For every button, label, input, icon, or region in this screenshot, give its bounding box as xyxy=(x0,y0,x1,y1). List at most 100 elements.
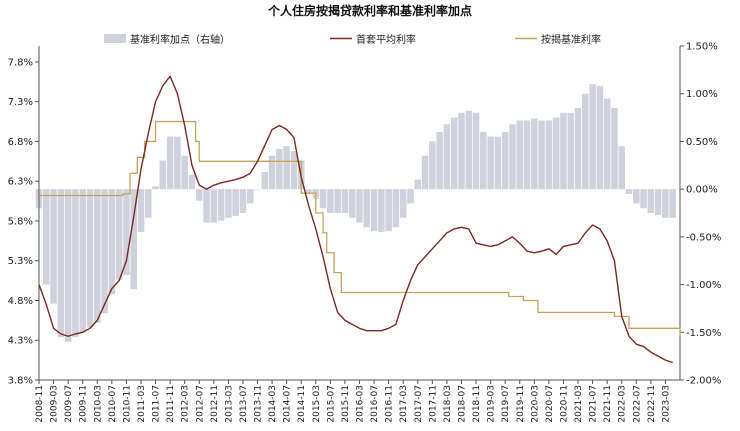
spread-bar-67 xyxy=(523,120,531,190)
spread-bar-2 xyxy=(50,189,57,304)
x-tick-label-26: 2017-07 xyxy=(414,385,424,423)
spread-bar-41 xyxy=(334,189,341,213)
x-tick-label-21: 2015-11 xyxy=(341,385,351,423)
x-tick-label-11: 2012-07 xyxy=(195,385,205,423)
legend-label-0: 基准利率加点（右轴） xyxy=(130,33,230,46)
chart-title: 个人住房按揭贷款利率和基准利率加点 xyxy=(267,4,472,18)
x-tick-label-15: 2013-11 xyxy=(254,385,264,423)
spread-bar-40 xyxy=(327,189,334,213)
right-tick-label-2: -1.00% xyxy=(686,280,721,291)
spread-bar-27 xyxy=(232,189,239,216)
x-tick-label-36: 2020-11 xyxy=(559,385,569,423)
spread-bar-77 xyxy=(596,86,604,190)
left-tick-label-1: 4.3% xyxy=(8,336,33,347)
x-tick-label-3: 2009-11 xyxy=(79,385,89,423)
spread-bar-5 xyxy=(72,189,79,338)
x-tick-label-32: 2019-07 xyxy=(501,385,511,423)
x-tick-label-27: 2017-11 xyxy=(428,385,438,423)
spread-bar-14 xyxy=(137,189,145,233)
spread-bar-87 xyxy=(669,189,676,218)
legend-label-2: 按揭基准利率 xyxy=(541,33,601,46)
spread-bar-50 xyxy=(399,189,407,218)
spread-bar-1 xyxy=(43,189,50,285)
spread-bar-63 xyxy=(494,136,502,190)
spread-bar-30 xyxy=(254,189,261,190)
x-tick-label-10: 2012-03 xyxy=(181,385,191,423)
left-tick-label-4: 5.8% xyxy=(8,216,33,227)
right-tick-label-5: 0.50% xyxy=(686,137,718,148)
spread-bar-42 xyxy=(341,189,349,213)
spread-bar-24 xyxy=(210,189,218,223)
spread-bar-70 xyxy=(545,120,553,190)
spread-bar-49 xyxy=(392,189,400,228)
spread-bar-11 xyxy=(115,189,123,280)
spread-bar-75 xyxy=(582,93,589,190)
spread-bar-12 xyxy=(123,189,130,276)
spread-bar-44 xyxy=(356,189,363,223)
x-tick-label-6: 2010-11 xyxy=(122,385,132,423)
x-tick-label-25: 2017-03 xyxy=(399,385,409,423)
spread-bar-31 xyxy=(261,171,269,190)
spread-bar-39 xyxy=(319,189,327,209)
right-tick-label-7: 1.50% xyxy=(686,42,718,53)
x-tick-label-39: 2021-11 xyxy=(603,385,613,423)
x-tick-label-7: 2011-03 xyxy=(137,385,147,423)
spread-bar-20 xyxy=(181,155,188,190)
spread-bar-60 xyxy=(472,112,480,190)
left-tick-label-0: 3.8% xyxy=(8,376,33,387)
x-tick-label-19: 2015-03 xyxy=(312,385,322,423)
spread-bar-3 xyxy=(57,189,65,338)
x-tick-label-2: 2009-07 xyxy=(64,385,74,423)
left-tick-label-5: 6.3% xyxy=(8,177,33,188)
right-tick-label-1: -1.50% xyxy=(686,328,721,339)
spread-bar-21 xyxy=(188,174,196,190)
legend-swatch-0 xyxy=(104,34,126,43)
x-tick-label-29: 2018-07 xyxy=(457,385,467,423)
spread-bar-6 xyxy=(79,189,86,333)
x-tick-label-42: 2022-11 xyxy=(647,385,657,423)
spread-bar-61 xyxy=(480,131,487,190)
spread-bar-79 xyxy=(611,108,618,190)
spread-bar-59 xyxy=(465,110,473,190)
x-tick-label-16: 2014-03 xyxy=(268,385,278,423)
spread-bar-80 xyxy=(618,146,626,190)
spread-bar-86 xyxy=(662,189,669,218)
x-tick-label-14: 2013-07 xyxy=(239,385,249,423)
spread-bar-26 xyxy=(225,189,232,218)
spread-bar-69 xyxy=(538,120,545,190)
x-tick-label-17: 2014-07 xyxy=(283,385,293,423)
left-tick-label-7: 7.3% xyxy=(8,97,33,108)
x-tick-label-0: 2008-11 xyxy=(35,385,45,423)
spread-bar-10 xyxy=(108,189,116,295)
spread-bar-81 xyxy=(625,189,633,194)
spread-bar-73 xyxy=(567,112,575,190)
right-tick-label-3: -0.50% xyxy=(686,232,721,243)
spread-bar-54 xyxy=(429,141,436,190)
x-tick-label-40: 2022-03 xyxy=(618,385,628,423)
x-tick-label-34: 2020-03 xyxy=(530,385,540,423)
x-tick-label-18: 2014-11 xyxy=(297,385,307,423)
spread-bar-72 xyxy=(560,112,567,190)
spread-bar-85 xyxy=(654,189,662,215)
x-tick-label-23: 2016-07 xyxy=(370,385,380,423)
x-tick-label-13: 2013-03 xyxy=(224,385,234,423)
spread-bar-43 xyxy=(348,189,356,218)
x-tick-label-43: 2023-03 xyxy=(661,385,671,423)
spread-bar-83 xyxy=(640,189,647,209)
left-tick-label-8: 7.8% xyxy=(8,57,33,68)
spread-bar-32 xyxy=(268,155,276,190)
left-tick-label-6: 6.8% xyxy=(8,137,33,148)
spread-bar-56 xyxy=(443,124,451,190)
right-tick-label-6: 1.00% xyxy=(686,89,718,100)
x-tick-label-38: 2021-07 xyxy=(589,385,599,423)
spread-bar-23 xyxy=(203,189,210,223)
spread-bar-58 xyxy=(458,112,465,190)
spread-bar-37 xyxy=(305,189,312,194)
spread-bar-34 xyxy=(283,146,290,190)
x-tick-label-1: 2009-03 xyxy=(50,385,60,423)
spread-bar-7 xyxy=(86,189,94,328)
x-tick-label-24: 2016-11 xyxy=(385,385,395,423)
left-tick-label-2: 4.8% xyxy=(8,296,33,307)
